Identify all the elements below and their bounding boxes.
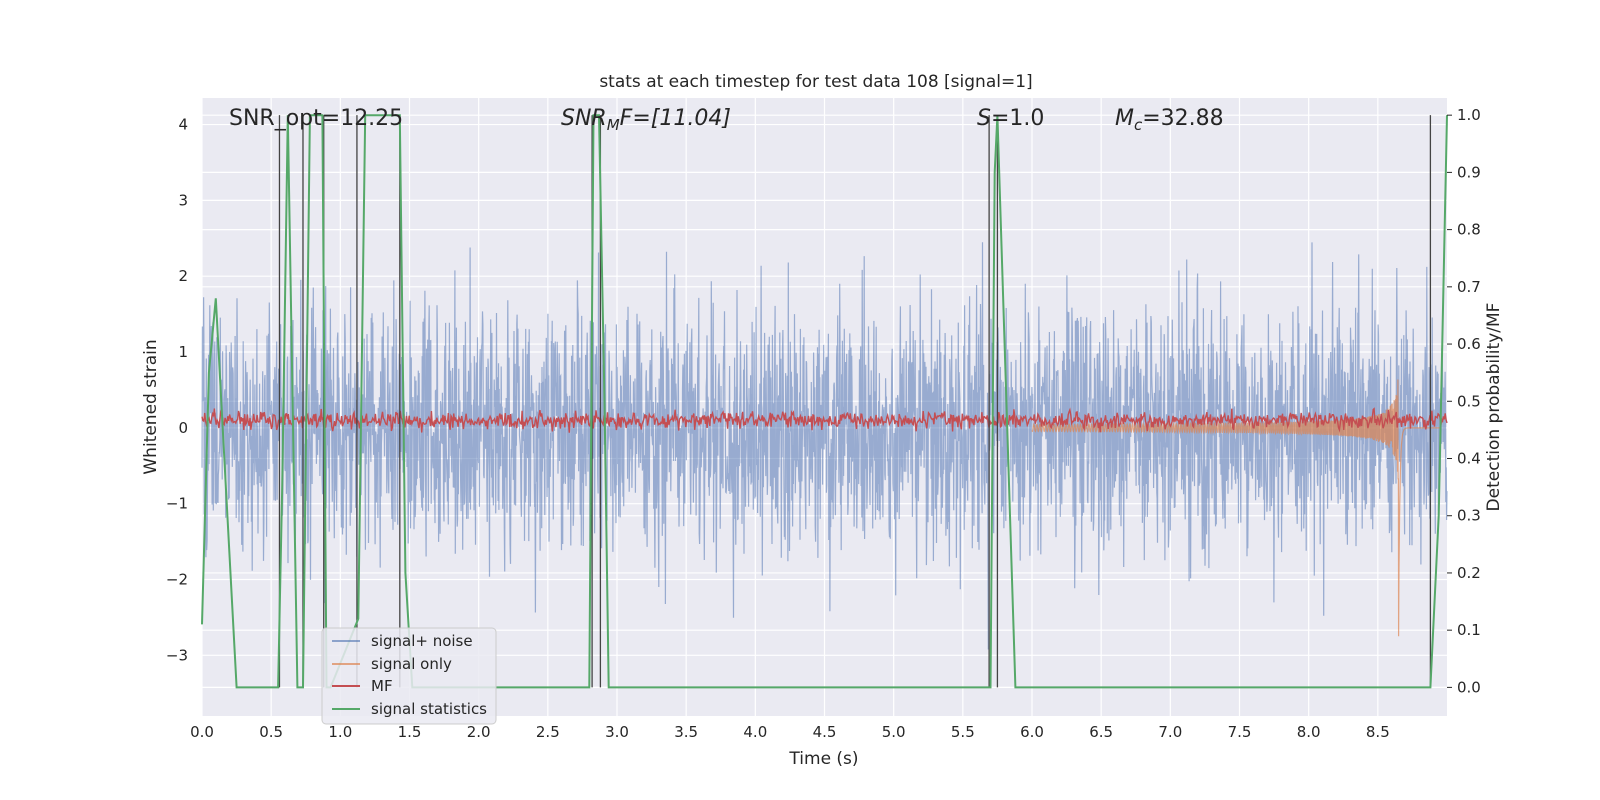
- right-y-axis-label: Detection probability/MF: [1484, 303, 1504, 512]
- x-tick-label: 7.5: [1228, 723, 1252, 741]
- chart-title: stats at each timestep for test data 108…: [599, 72, 1032, 92]
- annotation-snr-opt: SNR_opt=12.25: [229, 106, 403, 131]
- legend: signal+ noise signal only MF signal stat…: [321, 627, 497, 725]
- left-y-tick-label: 4: [178, 116, 188, 134]
- x-tick-label: 2.0: [467, 723, 491, 741]
- right-y-tick-label: 0.8: [1457, 221, 1481, 239]
- legend-label-signal-only: signal only: [371, 655, 452, 673]
- series-signal-noise: [201, 242, 1448, 650]
- right-y-tick-label: 0.9: [1457, 163, 1481, 181]
- mf-line: [201, 407, 1448, 433]
- x-tick-label: 0.5: [259, 723, 283, 741]
- legend-label-signal-statistics: signal statistics: [371, 700, 487, 718]
- left-y-tick-label: −3: [166, 646, 188, 664]
- annotation-snr-mf-tail: F=[11.04]: [620, 106, 731, 131]
- left-y-tick-label: −2: [166, 571, 188, 589]
- series-mf: [201, 407, 1448, 433]
- signal-noise-line: [201, 242, 1448, 650]
- legend-box: [321, 627, 497, 725]
- x-tick-label: 7.0: [1158, 723, 1182, 741]
- left-y-tick-label: 1: [178, 343, 188, 361]
- legend-label-signal-noise: signal+ noise: [371, 632, 473, 650]
- annotation-s-tail: =1.0: [991, 106, 1044, 131]
- right-y-tick-label: 0.0: [1457, 678, 1481, 696]
- right-y-tick-label: 0.5: [1457, 392, 1481, 410]
- x-tick-label: 3.0: [605, 723, 629, 741]
- left-y-axis-ticks: 4 3 2 1 0 −1 −2 −3: [166, 116, 188, 665]
- left-y-tick-label: 3: [178, 191, 188, 209]
- annotation-snr-mf: SNRMF=[11.04]: [561, 106, 731, 134]
- annotation-mc-tail: =32.88: [1142, 106, 1223, 131]
- x-axis-ticks: 0.0 0.5 1.0 1.5 2.0 2.5 3.0 3.5 4.0 4.5 5.0 5.5 6.0 6…: [190, 723, 1390, 741]
- annotation-mc: Mc=32.88: [1115, 106, 1224, 134]
- signal-statistics-line: [201, 114, 1448, 689]
- x-tick-label: 8.0: [1297, 723, 1321, 741]
- left-y-tick-label: 0: [178, 419, 188, 437]
- x-tick-label: 3.5: [674, 723, 698, 741]
- annotation-s: S=1.0: [977, 106, 1044, 131]
- x-tick-label: 8.5: [1366, 723, 1390, 741]
- left-y-tick-label: −1: [166, 495, 188, 513]
- annotation-mc-base: M: [1115, 106, 1134, 131]
- x-tick-label: 5.5: [951, 723, 975, 741]
- right-y-tick-label: 0.1: [1457, 621, 1481, 639]
- x-tick-label: 2.5: [536, 723, 560, 741]
- right-y-tick-label: 1.0: [1457, 106, 1481, 124]
- right-y-tick-label: 0.2: [1457, 564, 1481, 582]
- x-tick-label: 1.0: [328, 723, 352, 741]
- x-tick-label: 0.0: [190, 723, 214, 741]
- annotation-mc-sub: c: [1134, 116, 1143, 134]
- x-tick-label: 1.5: [398, 723, 422, 741]
- x-tick-label: 4.5: [813, 723, 837, 741]
- series-signal-statistics: [201, 114, 1448, 689]
- annotation-snr-mf-base: SNR: [561, 106, 607, 131]
- x-tick-label: 6.5: [1089, 723, 1113, 741]
- x-tick-label: 5.0: [882, 723, 906, 741]
- x-axis-label: Time (s): [788, 749, 858, 769]
- left-y-axis-label: Whitened strain: [141, 339, 161, 474]
- x-tick-label: 6.0: [1020, 723, 1044, 741]
- x-tick-label: 4.0: [743, 723, 767, 741]
- right-y-tick-label: 0.6: [1457, 335, 1481, 353]
- right-y-tick-label: 0.4: [1457, 450, 1481, 468]
- annotation-s-base: S: [977, 106, 991, 131]
- left-y-tick-label: 2: [178, 267, 188, 285]
- right-y-tick-label: 0.7: [1457, 278, 1481, 296]
- right-y-axis-ticks: 1.0 0.9 0.8 0.7 0.6 0.5 0.4 0.3 0.2 0.1 0.0: [1447, 106, 1481, 696]
- right-y-tick-label: 0.3: [1457, 507, 1481, 525]
- legend-label-mf: MF: [371, 677, 393, 695]
- annotation-snr-mf-sub: M: [607, 116, 620, 134]
